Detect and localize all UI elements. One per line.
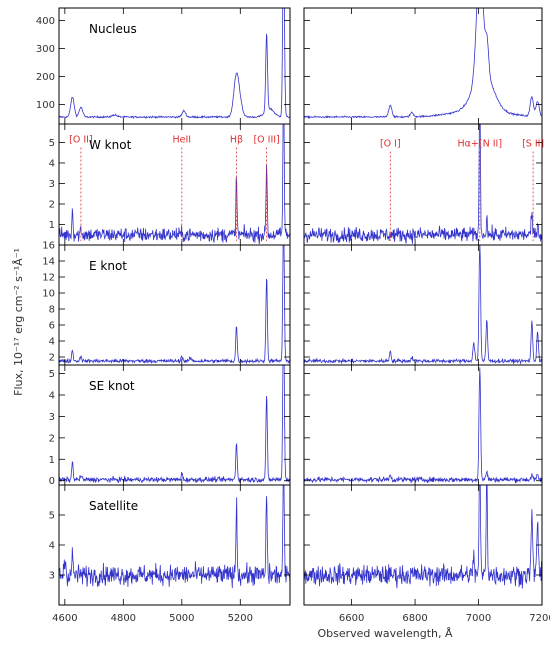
line-label: [S II] — [522, 139, 544, 150]
panel-frame — [303, 7, 543, 125]
panel-label: Nucleus — [89, 22, 137, 36]
y-tick-label: 14 — [42, 257, 55, 268]
line-label: HeII — [173, 134, 192, 145]
y-tick-label: 5 — [49, 511, 55, 522]
x-tick-label: 5200 — [228, 613, 253, 624]
spectrum-line — [304, 367, 542, 484]
y-tick-label: 6 — [49, 321, 55, 332]
x-tick-label: 6600 — [339, 613, 364, 624]
spectrum-line — [304, 485, 542, 589]
panel-label: E knot — [89, 259, 127, 273]
y-tick-label: 4 — [49, 337, 55, 348]
panel-frame — [303, 364, 543, 486]
panel-2-L: 2 4 6 8 10 12 14 16 E knot — [42, 241, 291, 366]
spectrum-line — [59, 365, 290, 484]
panel-label: W knot — [89, 138, 132, 152]
y-tick-label: 2 — [49, 433, 55, 444]
x-tick-label: 4800 — [111, 613, 136, 624]
spectrum-line — [59, 8, 290, 120]
y-tick-label: 10 — [42, 289, 55, 300]
panel-frame — [58, 484, 291, 606]
panel-3-R — [303, 364, 543, 486]
y-tick-label: 200 — [36, 72, 55, 83]
spectrum-line — [59, 485, 290, 589]
panel-2-R — [303, 244, 543, 366]
panel-frame — [303, 484, 543, 606]
panel-frame — [303, 123, 543, 246]
spectrum-line — [304, 124, 542, 244]
y-tick-label: 5 — [49, 369, 55, 380]
panel-label: Satellite — [89, 499, 138, 513]
y-tick-label: 3 — [49, 179, 55, 190]
spectrum-line — [59, 124, 290, 245]
y-tick-label: 4 — [49, 391, 55, 402]
x-tick-label: 7200 — [529, 613, 550, 624]
panel-label: SE knot — [89, 379, 135, 393]
y-tick-label: 400 — [36, 16, 55, 27]
line-label: [O II] — [69, 134, 93, 145]
x-tick-label: 7000 — [466, 613, 491, 624]
y-tick-label: 3 — [49, 412, 55, 423]
panel-3-L: 0 1 2 3 4 5 SE knot — [49, 364, 291, 487]
spectrum-line — [304, 245, 542, 365]
x-axis-label: Observed wavelength, Å — [317, 627, 452, 640]
y-tick-label: 16 — [42, 241, 55, 252]
line-label: [O III] — [253, 134, 279, 145]
panel-frame — [303, 244, 543, 366]
x-tick-label: 6800 — [402, 613, 427, 624]
line-label: [O I] — [380, 139, 401, 150]
y-tick-label: 2 — [49, 199, 55, 210]
spectrum-line — [59, 245, 290, 365]
spectrum-line — [304, 8, 542, 120]
line-label: Hα+[N II] — [458, 139, 503, 150]
y-tick-label: 300 — [36, 44, 55, 55]
y-tick-label: 8 — [49, 305, 55, 316]
panel-0-R — [303, 7, 543, 125]
y-tick-label: 100 — [36, 100, 55, 111]
panel-0-L: 100 200 300 400 Nucleus — [36, 7, 291, 125]
x-tick-label: 4600 — [52, 613, 77, 624]
panel-4-L: 3 4 5 Satellite — [49, 484, 291, 606]
y-tick-label: 4 — [49, 541, 55, 552]
y-tick-label: 0 — [49, 476, 55, 487]
y-tick-label: 1 — [49, 220, 55, 231]
y-tick-label: 3 — [49, 571, 55, 582]
y-tick-label: 1 — [49, 455, 55, 466]
panel-4-R — [303, 484, 543, 606]
y-tick-label: 12 — [42, 273, 55, 284]
y-axis-label: Flux, 10⁻¹⁷ erg cm⁻² s⁻¹Å⁻¹ — [12, 248, 25, 396]
y-tick-label: 5 — [49, 138, 55, 149]
y-tick-label: 4 — [49, 158, 55, 169]
panel-1-R: [O I] Hα+[N II] [S II] — [303, 123, 544, 246]
y-tick-label: 2 — [49, 353, 55, 364]
line-label: Hβ — [230, 134, 243, 145]
panel-1-L: 1 2 3 4 5 W knot[O II] HeII Hβ [O III] — [49, 123, 291, 246]
x-tick-label: 5000 — [169, 613, 194, 624]
